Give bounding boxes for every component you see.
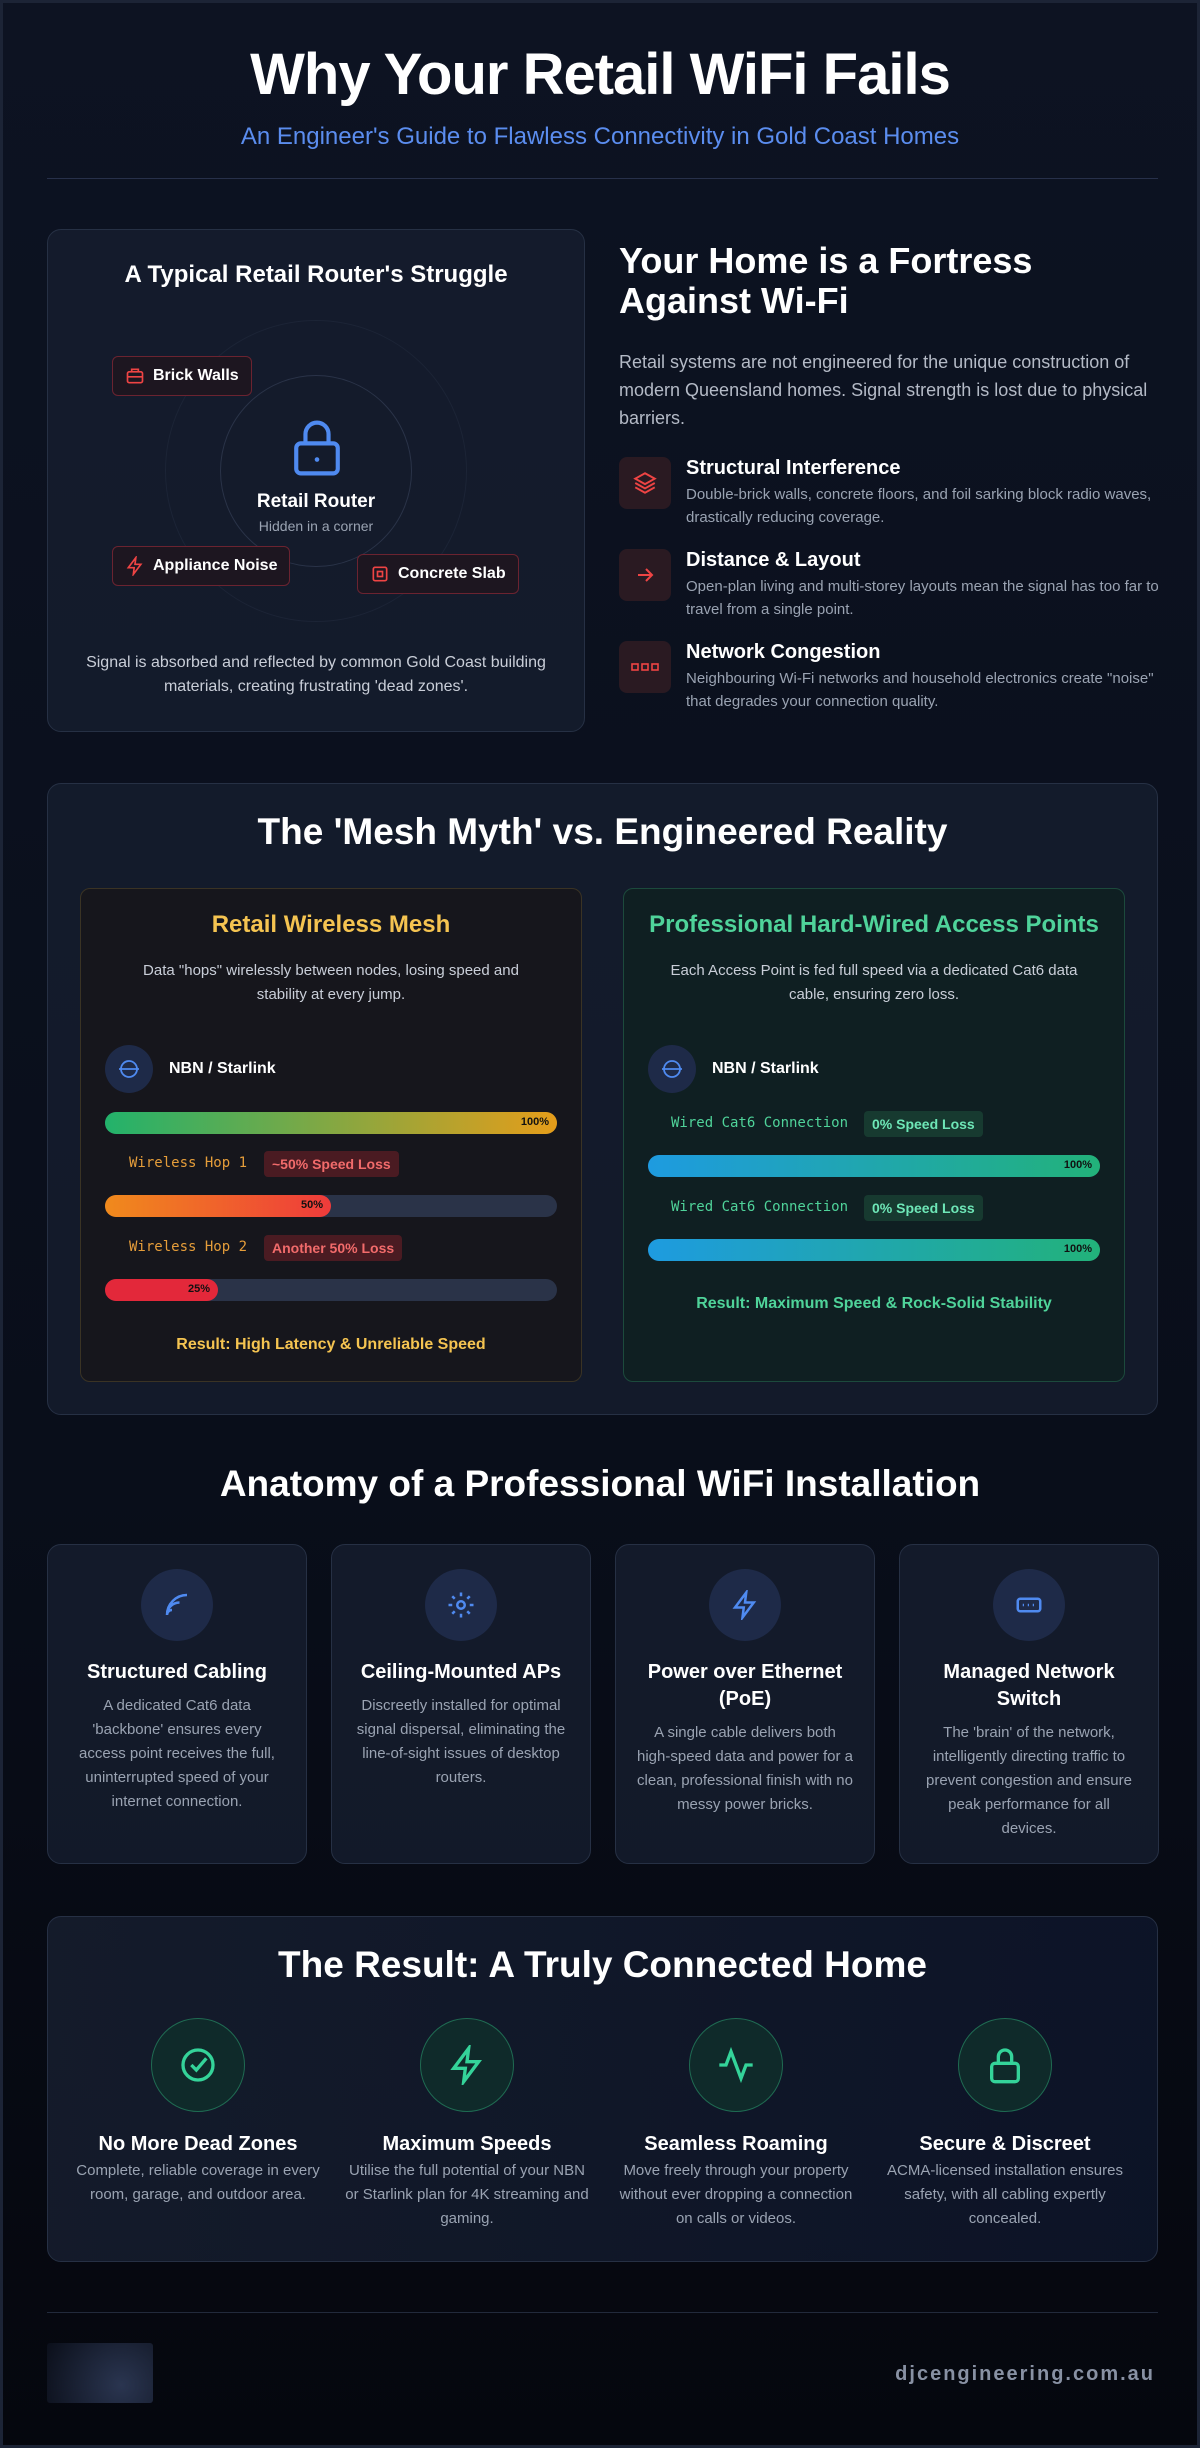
retail-result: Result: High Latency & Unreliable Speed (176, 1336, 486, 1353)
item-text: Open-plan living and multi-storey layout… (686, 578, 1159, 618)
tag-icon (126, 556, 143, 576)
card-text: A single cable delivers both high-speed … (637, 1724, 853, 1813)
bar-track: 50% (105, 1195, 557, 1217)
ring (220, 375, 412, 567)
bar-track: 100% (648, 1155, 1100, 1177)
result-item-title: Maximum Speeds (382, 2133, 552, 2155)
tag: Appliance Noise (112, 546, 291, 586)
bar: 50% (105, 1195, 331, 1217)
subtitle: An Engineer's Guide to Flawless Connecti… (240, 123, 960, 150)
divider (47, 2312, 1158, 2313)
result-item-text: ACMA-licensed installation ensures safet… (887, 2162, 1123, 2227)
item-text: Neighbouring Wi-Fi networks and househol… (686, 670, 1154, 710)
bar-label: 100% (1063, 1243, 1092, 1255)
tag-label: Appliance Noise (153, 557, 278, 574)
hop-label: Wireless Hop 2 (129, 1239, 248, 1255)
hop-label: Wired Cat6 Connection (671, 1115, 849, 1131)
ring (165, 320, 467, 622)
item-title: Structural Interference (686, 457, 901, 479)
card-icon (709, 1569, 781, 1641)
loss-pill: 0% Speed Loss (864, 1195, 983, 1221)
result-item-title: Seamless Roaming (644, 2133, 828, 2155)
card-title: Ceiling-Mounted APs (360, 1661, 562, 1683)
bar: 25% (105, 1279, 218, 1301)
result-item-text: Move freely through your property withou… (619, 2162, 853, 2227)
retail-text: Data "hops" wirelessly between nodes, lo… (143, 962, 519, 1003)
tag-icon (372, 566, 388, 582)
hop-label: Wireless Hop 1 (129, 1155, 248, 1171)
router-label: Retail Router (256, 491, 376, 512)
pro-title: Professional Hard-Wired Access Points (649, 911, 1099, 938)
result-icon (151, 2018, 245, 2112)
pro-text: Each Access Point is fed full speed via … (670, 962, 1078, 1003)
result-item-text: Utilise the full potential of your NBN o… (345, 2162, 589, 2227)
card-title: Structured Cabling (86, 1661, 267, 1683)
bar-track: 25% (105, 1279, 557, 1301)
tag-label: Brick Walls (153, 367, 239, 384)
loss-pill: ~50% Speed Loss (264, 1151, 399, 1177)
bar-label: 100% (1063, 1159, 1092, 1171)
source-icon (648, 1045, 696, 1093)
item-icon (619, 457, 671, 509)
tag-label: Concrete Slab (398, 565, 506, 582)
item-icon (619, 641, 671, 693)
item-icon (619, 549, 671, 601)
result-title: The Result: A Truly Connected Home (278, 1944, 927, 1985)
loss-pill: Another 50% Loss (264, 1235, 403, 1261)
card-text: The 'brain' of the network, intelligentl… (926, 1724, 1132, 1837)
bar-track: 100% (648, 1239, 1100, 1261)
retail-title: Retail Wireless Mesh (211, 911, 451, 938)
item-title: Distance & Layout (686, 549, 861, 571)
result-item-title: No More Dead Zones (98, 2133, 298, 2155)
card-icon (425, 1569, 497, 1641)
loss-pill: 0% Speed Loss (864, 1111, 983, 1137)
tag: Brick Walls (112, 356, 252, 396)
bar: 100% (648, 1239, 1100, 1261)
bar-track: 100% (105, 1112, 557, 1134)
card-icon (993, 1569, 1065, 1641)
result-icon (689, 2018, 783, 2112)
source-label: NBN / Starlink (712, 1060, 819, 1077)
bar: 100% (105, 1112, 557, 1134)
fortress-intro: Retail systems are not engineered for th… (619, 352, 1148, 428)
pro-result: Result: Maximum Speed & Rock-Solid Stabi… (696, 1295, 1052, 1312)
card-title: Power over Ethernet (PoE) (647, 1661, 843, 1710)
result-icon (958, 2018, 1052, 2112)
divider (47, 178, 1158, 179)
card-text: Discreetly installed for optimal signal … (356, 1697, 566, 1786)
bar-label: 100% (520, 1116, 549, 1128)
item-title: Network Congestion (686, 641, 881, 663)
card-icon (141, 1569, 213, 1641)
source-label: NBN / Starlink (169, 1060, 276, 1077)
bar-label: 25% (187, 1283, 210, 1295)
card-text: A dedicated Cat6 data 'backbone' ensures… (79, 1697, 275, 1810)
bar: 100% (648, 1155, 1100, 1177)
domain: djcengineering.com.au (895, 2363, 1155, 2385)
router-note: Hidden in a corner (258, 518, 374, 534)
anatomy-title: Anatomy of a Professional WiFi Installat… (219, 1463, 981, 1504)
card-title: Managed Network Switch (943, 1661, 1115, 1710)
title: Why Your Retail WiFi Fails (250, 42, 951, 107)
struggle-title: A Typical Retail Router's Struggle (124, 261, 508, 288)
result-item-title: Secure & Discreet (919, 2133, 1091, 2155)
logo-image (47, 2343, 153, 2403)
tag: Concrete Slab (357, 554, 519, 594)
hop-label: Wired Cat6 Connection (671, 1199, 849, 1215)
source-icon (105, 1045, 153, 1093)
result-item-text: Complete, reliable coverage in every roo… (76, 2162, 320, 2203)
item-text: Double-brick walls, concrete floors, and… (686, 486, 1152, 526)
bar-label: 50% (300, 1199, 323, 1211)
caption: Signal is absorbed and reflected by comm… (86, 654, 546, 695)
tag-icon (126, 368, 144, 384)
lock-icon (294, 420, 340, 476)
fortress-title: Your Home is a Fortress Against Wi-Fi (619, 240, 1033, 321)
mesh-title: The 'Mesh Myth' vs. Engineered Reality (257, 811, 948, 852)
result-icon (420, 2018, 514, 2112)
